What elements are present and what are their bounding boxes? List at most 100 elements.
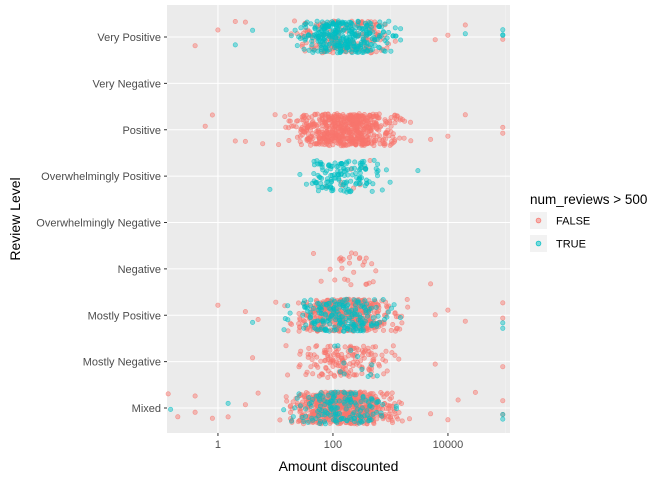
data-point [287, 118, 293, 124]
data-point [328, 306, 334, 312]
data-point [310, 371, 316, 377]
data-point [334, 24, 340, 30]
data-point [362, 20, 368, 26]
data-point [351, 165, 357, 171]
data-point [318, 326, 324, 332]
data-point [276, 142, 282, 148]
data-point [292, 405, 298, 411]
data-point [313, 326, 319, 332]
data-point [321, 350, 327, 356]
data-point [375, 161, 381, 167]
data-point [381, 316, 387, 322]
data-point [288, 418, 294, 424]
data-point [432, 37, 438, 43]
data-point [294, 118, 300, 124]
data-point [358, 42, 364, 48]
data-point [306, 138, 312, 144]
data-point [333, 327, 339, 333]
data-point [304, 125, 310, 131]
data-point [348, 20, 354, 26]
data-point [369, 404, 375, 410]
legend-label: FALSE [556, 216, 590, 228]
data-point [379, 391, 385, 397]
data-point [299, 414, 305, 420]
data-point [321, 398, 327, 404]
data-point [343, 126, 349, 132]
data-point [295, 300, 301, 306]
data-point [348, 282, 354, 288]
data-point [368, 372, 374, 378]
data-point [500, 416, 506, 422]
data-point [285, 303, 291, 309]
data-point [303, 406, 309, 412]
data-point [370, 411, 376, 417]
data-point [277, 417, 283, 423]
data-point [500, 325, 506, 331]
data-point [315, 161, 321, 167]
data-point [283, 27, 289, 33]
data-point [374, 125, 380, 131]
data-point [365, 124, 371, 130]
data-point [353, 372, 359, 378]
data-point [288, 33, 294, 39]
data-point [315, 300, 321, 306]
data-point [307, 314, 313, 320]
data-point [165, 391, 171, 397]
data-point [500, 364, 506, 370]
data-point [397, 135, 403, 141]
data-point [472, 389, 478, 395]
data-point [351, 297, 357, 303]
data-point [364, 31, 370, 37]
data-point [317, 418, 323, 424]
data-point [225, 414, 231, 420]
data-point [325, 130, 331, 136]
data-point [242, 402, 248, 408]
data-point [281, 407, 287, 413]
data-point [361, 320, 367, 326]
data-point [393, 314, 399, 320]
data-point [359, 165, 365, 171]
data-point [388, 327, 394, 333]
data-point [308, 364, 314, 370]
data-point [354, 353, 360, 359]
data-point [363, 118, 369, 124]
data-point [317, 29, 323, 35]
data-point [291, 18, 297, 24]
data-point [313, 180, 319, 186]
data-point [215, 302, 221, 308]
data-point [273, 299, 279, 305]
data-point [272, 112, 278, 118]
data-point [360, 328, 366, 334]
data-point [329, 130, 335, 136]
data-point [282, 316, 288, 322]
data-point [328, 183, 334, 189]
data-point [283, 394, 289, 400]
data-point [374, 36, 380, 42]
data-point [357, 413, 363, 419]
data-point [319, 318, 325, 324]
data-point [399, 418, 405, 424]
data-point [250, 355, 256, 361]
data-point [374, 113, 380, 119]
data-point [315, 413, 321, 419]
data-point [345, 353, 351, 359]
data-point [303, 372, 309, 378]
data-point [322, 37, 328, 43]
y-tick-label: Mostly Negative [83, 357, 161, 369]
data-point [342, 276, 348, 282]
data-point [368, 128, 374, 134]
data-point [398, 400, 404, 406]
data-point [384, 368, 390, 374]
data-point [308, 297, 314, 303]
data-point [374, 321, 380, 327]
data-point [339, 351, 345, 357]
data-point [343, 143, 349, 149]
data-point [322, 357, 328, 363]
data-point [290, 399, 296, 405]
data-point [316, 136, 322, 142]
data-point [500, 27, 506, 33]
data-point [175, 414, 181, 420]
data-point [330, 363, 336, 369]
data-point [384, 40, 390, 46]
